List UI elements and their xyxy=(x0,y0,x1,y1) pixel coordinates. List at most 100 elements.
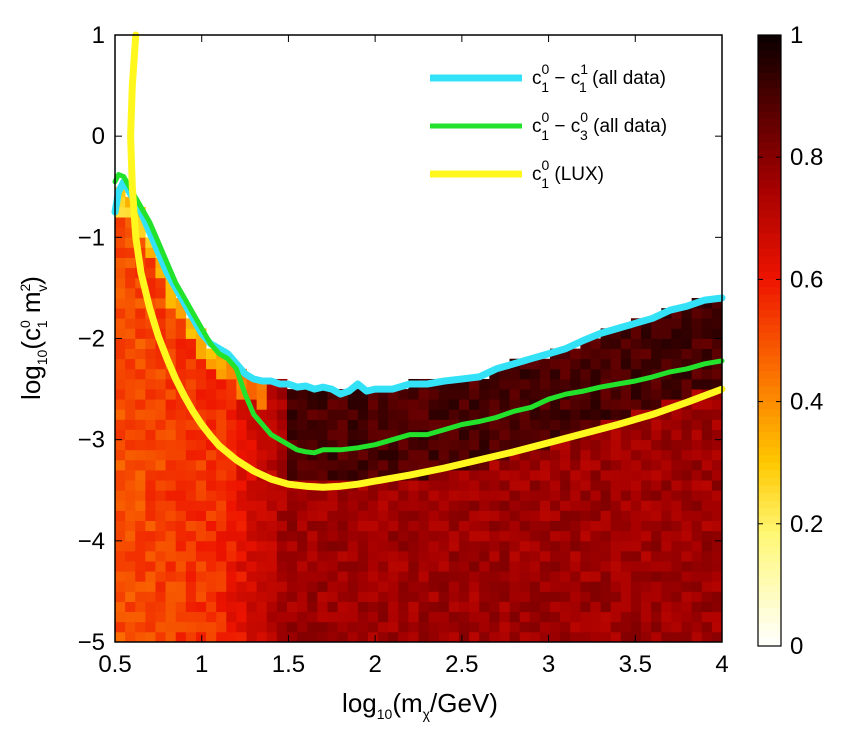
heatmap-cell xyxy=(266,439,278,451)
heatmap-cell xyxy=(378,490,389,501)
heatmap-cell xyxy=(337,490,349,501)
heatmap-cell xyxy=(307,490,318,501)
heatmap-cell xyxy=(428,449,440,461)
legend-label: c0 1 (LUX) xyxy=(532,157,604,191)
heatmap-cell xyxy=(529,510,541,521)
colorbar-segment xyxy=(758,462,781,471)
heatmap-cell xyxy=(711,419,723,430)
heatmap-cell xyxy=(610,358,622,370)
heatmap-cell xyxy=(671,540,682,552)
heatmap-cell xyxy=(165,571,177,582)
heatmap-cell xyxy=(671,449,682,461)
heatmap-cell xyxy=(246,419,258,430)
heatmap-cell xyxy=(590,571,601,582)
heatmap-cell xyxy=(600,389,612,400)
heatmap-cell xyxy=(135,318,146,329)
heatmap-cell xyxy=(125,419,136,430)
heatmap-cell xyxy=(155,318,166,329)
heatmap-cell xyxy=(600,571,612,582)
colorbar-frame xyxy=(757,34,782,647)
heatmap-cell xyxy=(145,439,156,451)
heatmap-cell xyxy=(206,510,217,521)
heatmap-cell xyxy=(671,378,682,390)
heatmap-cell xyxy=(590,409,601,420)
heatmap-cell xyxy=(458,439,470,451)
heatmap-cell xyxy=(286,500,298,511)
heatmap-cell xyxy=(448,500,460,511)
heatmap-cell xyxy=(600,591,612,602)
heatmap-cell xyxy=(681,520,693,532)
colorbar-segment xyxy=(758,264,781,273)
heatmap-cell xyxy=(398,631,409,643)
heatmap-cell xyxy=(479,389,490,400)
heatmap-cell xyxy=(661,399,672,410)
heatmap-cell xyxy=(489,480,500,491)
heatmap-cell xyxy=(560,358,571,370)
heatmap-cell xyxy=(661,338,672,350)
heatmap-cell xyxy=(297,389,308,400)
heatmap-cell xyxy=(185,318,197,329)
heatmap-cell xyxy=(428,581,440,592)
heatmap-cell xyxy=(630,601,642,613)
heatmap-cell xyxy=(600,409,612,420)
colorbar-segment xyxy=(758,287,781,296)
heatmap-cell xyxy=(155,490,166,501)
heatmap-cell xyxy=(256,601,268,613)
heatmap-cell xyxy=(145,550,156,562)
heatmap-cell xyxy=(711,409,723,420)
heatmap-cell xyxy=(630,348,642,360)
heatmap-cell xyxy=(266,540,278,552)
heatmap-cell xyxy=(479,459,490,471)
heatmap-cell xyxy=(337,611,349,623)
heatmap-cell xyxy=(175,429,187,441)
heatmap-cell xyxy=(135,621,146,633)
heatmap-cell xyxy=(115,480,126,491)
heatmap-cell xyxy=(529,449,541,461)
heatmap-cell xyxy=(246,449,258,461)
heatmap-cell xyxy=(418,571,430,582)
heatmap-cell xyxy=(145,631,156,643)
heatmap-cell xyxy=(297,490,308,501)
heatmap-cell xyxy=(711,581,723,592)
heatmap-cell xyxy=(509,490,521,501)
heatmap-cell xyxy=(489,490,500,501)
heatmap-cell xyxy=(378,500,389,511)
heatmap-cell xyxy=(509,510,521,521)
heatmap-cell xyxy=(600,520,612,532)
heatmap-cell xyxy=(418,591,430,602)
heatmap-cell xyxy=(165,459,177,471)
heatmap-cell xyxy=(307,429,318,441)
heatmap-cell xyxy=(357,510,369,521)
heatmap-cell xyxy=(610,480,622,491)
heatmap-cell xyxy=(711,530,723,542)
heatmap-cell xyxy=(479,611,490,623)
heatmap-cell xyxy=(125,358,136,370)
heatmap-cell xyxy=(276,389,288,400)
heatmap-cell xyxy=(165,591,177,602)
heatmap-cell xyxy=(691,581,703,592)
heatmap-cell xyxy=(691,591,703,602)
heatmap-cell xyxy=(550,480,561,491)
heatmap-cell xyxy=(630,591,642,602)
heatmap-cell xyxy=(135,227,146,238)
heatmap-cell xyxy=(701,328,713,339)
heatmap-cell xyxy=(408,631,419,643)
heatmap-cell xyxy=(489,540,500,552)
colorbar-segment xyxy=(758,378,781,387)
heatmap-cell xyxy=(681,449,693,461)
heatmap-cell xyxy=(226,439,237,451)
heatmap-cell xyxy=(185,358,197,370)
heatmap-cell xyxy=(428,389,440,400)
heatmap-cell xyxy=(610,611,622,623)
colorbar-segment xyxy=(758,180,781,189)
heatmap-cell xyxy=(378,520,389,532)
heatmap-cell xyxy=(388,561,399,572)
heatmap-cell xyxy=(681,328,693,339)
heatmap-cell xyxy=(519,389,531,400)
heatmap-cell xyxy=(428,540,440,552)
heatmap-cell xyxy=(560,419,571,430)
heatmap-cell xyxy=(145,601,156,613)
heatmap-cell xyxy=(448,439,460,451)
heatmap-cell xyxy=(115,429,126,441)
